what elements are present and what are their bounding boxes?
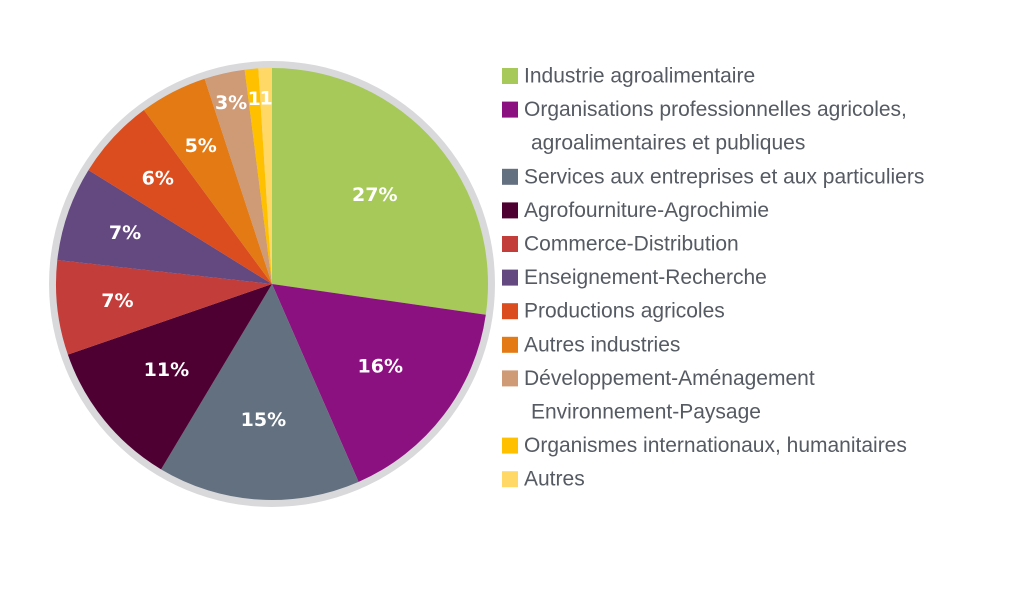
legend-label: Productions agricoles bbox=[524, 300, 725, 323]
slice-value-label: 5% bbox=[185, 135, 217, 157]
pie-slice-enseignement-recherche bbox=[57, 170, 272, 284]
slice-value-label: 1 bbox=[259, 87, 272, 109]
legend-swatch-services-aux-entreprises-et-aux-particuliers bbox=[502, 168, 518, 185]
legend-label: Autres industries bbox=[524, 333, 680, 356]
pie-slice-productions-agricoles bbox=[88, 110, 273, 284]
legend-label: Commerce-Distribution bbox=[524, 233, 739, 256]
legend-swatch-developpement-amenagement-environnement-paysage bbox=[502, 370, 518, 387]
legend-label: Développement-Aménagement bbox=[524, 367, 815, 390]
legend-swatch-enseignement-recherche bbox=[502, 269, 518, 286]
pie-slice-autres bbox=[258, 67, 272, 284]
pie-slice-organismes-internationaux-humanitaires bbox=[244, 68, 272, 285]
legend-swatch-industrie-agroalimentaire bbox=[502, 68, 518, 84]
legend-label: Industrie agroalimentaire bbox=[524, 65, 755, 88]
legend-swatch-organisations-professionnelles-agricoles-agroalimentaires-et-publiques bbox=[502, 101, 518, 118]
slice-value-label: 1 bbox=[248, 88, 261, 110]
legend: Industrie agroalimentaire Organisations p… bbox=[502, 65, 924, 491]
legend-swatch-productions-agricoles bbox=[502, 303, 518, 320]
slice-value-label: 15% bbox=[241, 409, 286, 431]
slice-value-label: 6% bbox=[142, 168, 174, 190]
legend-label: Agrofourniture-Agrochimie bbox=[524, 199, 769, 222]
legend-label: Services aux entreprises et aux particul… bbox=[524, 165, 924, 188]
pie-slices bbox=[55, 67, 488, 500]
pie-slice-services-aux-entreprises-et-aux-particuliers bbox=[161, 284, 359, 500]
pie-slice-commerce-distribution bbox=[55, 260, 272, 355]
legend-swatch-commerce-distribution bbox=[502, 236, 518, 252]
slice-value-label: 11% bbox=[144, 359, 189, 381]
slice-value-label: 7% bbox=[109, 222, 141, 244]
pie-slice-autres-industries bbox=[143, 78, 272, 284]
legend-swatch-autres bbox=[502, 471, 518, 488]
pie-slice-industrie-agroalimentaire bbox=[272, 68, 488, 315]
pie-slice-organisations-professionnelles-agricoles-agroalimentaires-et-publiques bbox=[272, 284, 486, 482]
legend-swatch-organismes-internationaux-humanitaires bbox=[502, 437, 518, 454]
legend-swatch-agrofourniture-agrochimie bbox=[502, 202, 518, 219]
pie-slice-labels: 27%16%15%11%7%7%6%5%3% 11 bbox=[101, 87, 403, 431]
slice-value-label: 3% bbox=[215, 92, 247, 114]
legend-label: agroalimentaires et publiques bbox=[531, 132, 805, 155]
legend-label: Enseignement-Recherche bbox=[524, 266, 767, 289]
pie-slice-agrofourniture-agrochimie bbox=[67, 284, 272, 470]
legend-label: Environnement-Paysage bbox=[531, 401, 761, 424]
slice-value-label: 16% bbox=[358, 355, 403, 377]
slice-value-label: 7% bbox=[101, 290, 133, 312]
legend-label: Organismes internationaux, humanitaires bbox=[524, 434, 907, 457]
pie-slice-developpement-amenagement-environnement-paysage bbox=[204, 69, 272, 285]
legend-label: Autres bbox=[524, 468, 585, 491]
slice-value-label: 27% bbox=[352, 184, 397, 206]
legend-label: Organisations professionnelles agricoles… bbox=[524, 98, 907, 121]
legend-swatch-autres-industries bbox=[502, 336, 518, 353]
